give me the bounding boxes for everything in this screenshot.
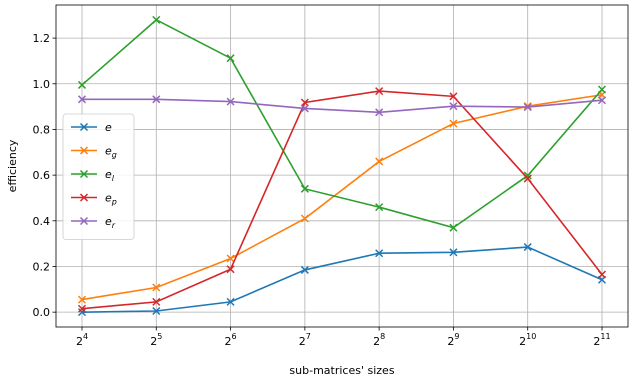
x-tick-label: 211 bbox=[593, 332, 610, 348]
x-tick-label: 25 bbox=[150, 332, 162, 348]
x-tick-label: 24 bbox=[76, 332, 88, 348]
data-point-eg bbox=[226, 254, 235, 263]
series-e bbox=[77, 243, 607, 317]
y-tick-label: 0.0 bbox=[33, 306, 51, 319]
y-axis-label: efficiency bbox=[6, 139, 19, 192]
data-point-ep bbox=[152, 297, 161, 306]
x-tick-label: 26 bbox=[225, 332, 237, 348]
data-point-eg bbox=[300, 214, 309, 223]
legend-marker-e bbox=[79, 122, 89, 132]
data-point-e bbox=[449, 248, 458, 257]
data-point-er bbox=[152, 95, 161, 104]
legend-marker-eg bbox=[79, 146, 89, 155]
data-point-ep bbox=[226, 265, 235, 274]
y-tick-label: 0.4 bbox=[33, 215, 51, 228]
data-point-er bbox=[597, 96, 607, 105]
data-point-el bbox=[226, 54, 235, 63]
legend-label-ep: ep bbox=[105, 192, 117, 207]
y-tick-label: 0.2 bbox=[33, 260, 51, 273]
data-point-er bbox=[300, 104, 309, 113]
data-point-el bbox=[597, 85, 607, 94]
x-tick-label: 210 bbox=[519, 332, 536, 348]
y-tick-label: 1.2 bbox=[33, 32, 51, 45]
series-er bbox=[77, 95, 607, 117]
data-point-er bbox=[375, 108, 384, 117]
data-point-ep bbox=[77, 304, 87, 313]
data-point-er bbox=[449, 102, 458, 111]
data-point-eg bbox=[152, 283, 161, 292]
data-point-er bbox=[523, 103, 532, 112]
series-el bbox=[77, 15, 607, 232]
series-line-e bbox=[81, 246, 603, 313]
grid bbox=[56, 5, 628, 327]
data-point-e bbox=[152, 306, 161, 316]
data-point-e bbox=[523, 243, 532, 252]
series-line-ep bbox=[81, 90, 603, 310]
data-point-eg bbox=[449, 119, 458, 128]
data-point-eg bbox=[77, 295, 87, 304]
data-point-el bbox=[375, 203, 384, 212]
legend-label-el: el bbox=[105, 168, 115, 183]
data-point-el bbox=[449, 223, 458, 232]
series-line-el bbox=[81, 18, 603, 229]
data-point-el bbox=[152, 15, 161, 24]
data-point-e bbox=[226, 297, 235, 306]
data-point-ep bbox=[300, 98, 309, 107]
data-point-er bbox=[226, 97, 235, 106]
series-line-er bbox=[82, 98, 603, 114]
data-point-e bbox=[77, 308, 87, 317]
legend-marker-er bbox=[79, 216, 89, 226]
series-ep bbox=[77, 87, 607, 313]
axis-ticks: 0.0 0.2 0.4 0.6 0.8 1.0 1.2 24 25 26 27 28 29 210 211 bbox=[33, 32, 611, 348]
legend-label-eg: eg bbox=[105, 145, 117, 160]
data-point-er bbox=[77, 95, 87, 104]
x-tick-label: 27 bbox=[299, 332, 311, 348]
data-point-ep bbox=[375, 87, 384, 96]
legend: e eg el ep er bbox=[62, 113, 135, 240]
data-point-el bbox=[300, 184, 309, 193]
series-lines bbox=[77, 15, 607, 317]
legend-box bbox=[62, 113, 135, 240]
data-point-e bbox=[375, 249, 384, 258]
data-point-el bbox=[523, 171, 532, 180]
legend-label-e: e bbox=[105, 121, 112, 134]
legend-marker-ep bbox=[79, 193, 89, 202]
data-point-el bbox=[77, 80, 87, 89]
data-point-eg bbox=[375, 157, 384, 166]
plot-frame bbox=[55, 4, 629, 328]
series-line-eg bbox=[81, 93, 603, 301]
legend-label-er: er bbox=[105, 215, 116, 230]
y-tick-label: 0.8 bbox=[33, 123, 51, 136]
data-point-ep bbox=[523, 174, 532, 183]
x-tick-label: 28 bbox=[373, 332, 385, 348]
data-point-ep bbox=[449, 92, 458, 101]
x-axis-label: sub-matrices' sizes bbox=[289, 364, 394, 377]
x-tick-label: 29 bbox=[447, 332, 459, 348]
data-point-e bbox=[300, 265, 309, 274]
y-tick-label: 1.0 bbox=[33, 78, 51, 91]
data-point-ep bbox=[597, 270, 607, 279]
y-tick-label: 0.6 bbox=[33, 169, 51, 182]
legend-marker-el bbox=[79, 169, 89, 179]
